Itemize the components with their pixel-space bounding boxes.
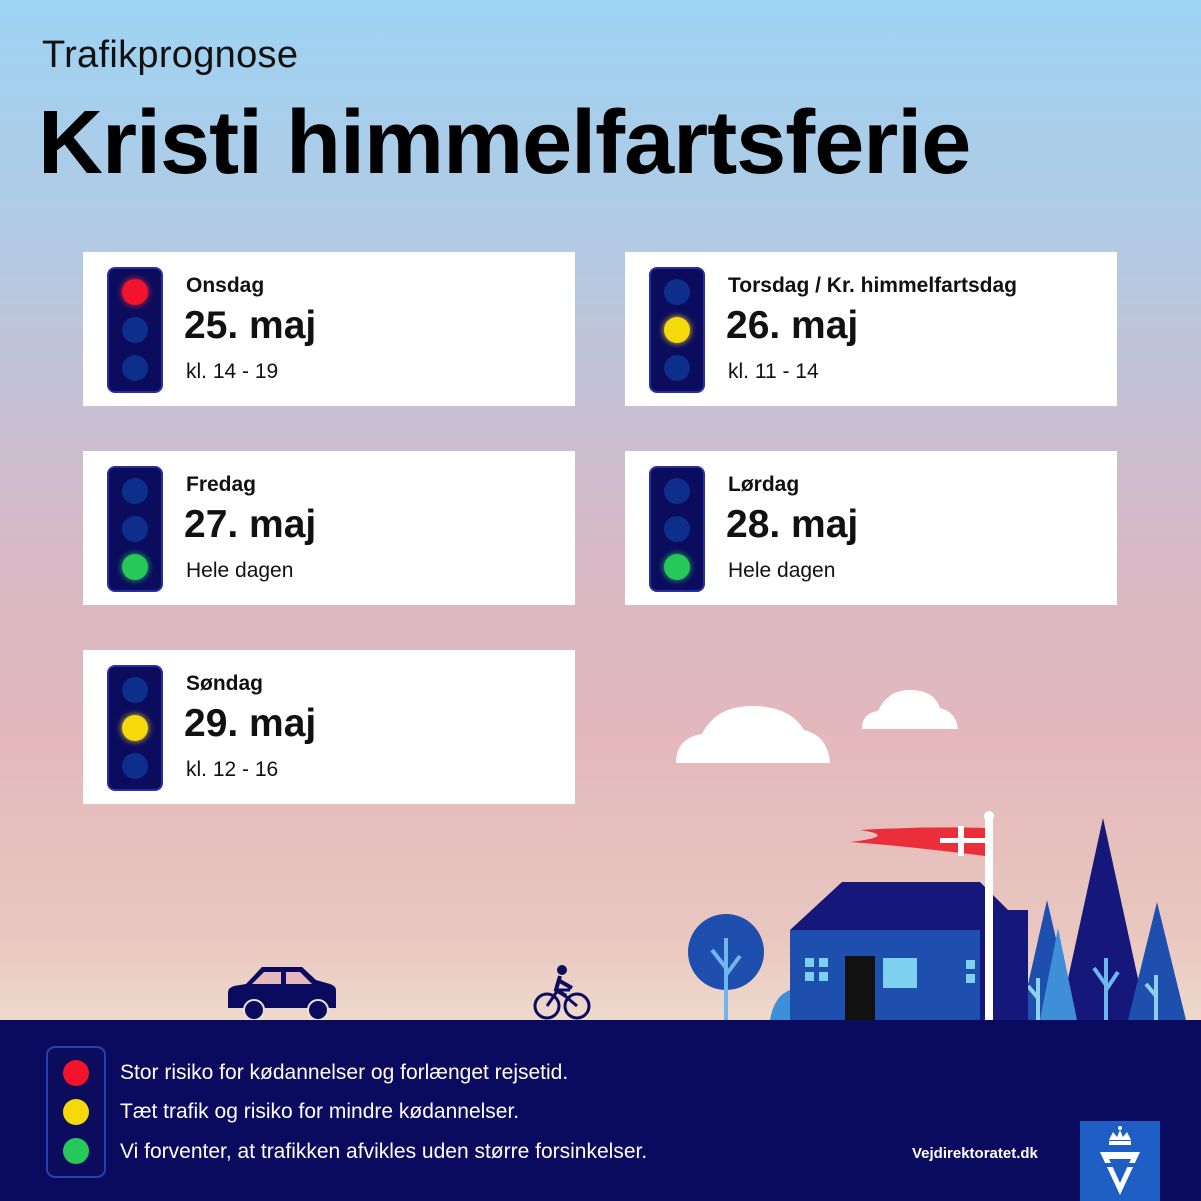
card-day: Søndag xyxy=(186,672,263,695)
website-label: Vejdirektoratet.dk xyxy=(912,1145,1038,1162)
legend-yellow-lamp xyxy=(63,1099,89,1125)
danish-flag-icon xyxy=(850,811,994,1020)
yellow-lamp xyxy=(122,317,148,343)
card-date: 28. maj xyxy=(726,503,859,546)
page-subtitle: Trafikprognose xyxy=(42,34,299,76)
traffic-light-icon xyxy=(649,466,705,592)
traffic-light-icon xyxy=(107,466,163,592)
red-lamp xyxy=(664,478,690,504)
legend-green-text: Vi forventer, at trafikken afvikles uden… xyxy=(120,1140,648,1163)
forecast-card-saturday: Lørdag 28. maj Hele dagen xyxy=(625,451,1117,605)
tree-icon xyxy=(688,914,764,1020)
tree-icon xyxy=(1020,818,1186,1020)
card-time: kl. 11 - 14 xyxy=(728,360,819,383)
card-time: Hele dagen xyxy=(186,559,294,582)
traffic-light-icon xyxy=(107,267,163,393)
green-lamp xyxy=(122,753,148,779)
card-day: Fredag xyxy=(186,473,257,496)
green-lamp xyxy=(664,355,690,381)
page-title: Kristi himmelfartsferie xyxy=(38,93,971,193)
yellow-lamp xyxy=(664,516,690,542)
green-lamp xyxy=(122,554,148,580)
forecast-card-wednesday: Onsdag 25. maj kl. 14 - 19 xyxy=(83,252,575,406)
card-time: kl. 14 - 19 xyxy=(186,360,279,383)
bicycle-icon xyxy=(533,965,591,1020)
card-day: Onsdag xyxy=(186,274,265,297)
card-date: 27. maj xyxy=(184,503,317,546)
crown-logo-icon xyxy=(1080,1121,1160,1201)
cloud-icon xyxy=(862,690,958,729)
forecast-card-thursday: Torsdag / Kr. himmelfartsdag 26. maj kl.… xyxy=(625,252,1117,406)
green-lamp xyxy=(122,355,148,381)
red-lamp xyxy=(122,279,148,305)
forecast-card-friday: Fredag 27. maj Hele dagen xyxy=(83,451,575,605)
card-date: 29. maj xyxy=(184,702,317,745)
traffic-light-icon xyxy=(107,665,163,791)
card-date: 26. maj xyxy=(726,304,859,347)
car-icon xyxy=(228,967,336,1021)
yellow-lamp xyxy=(122,516,148,542)
red-lamp xyxy=(664,279,690,305)
red-lamp xyxy=(122,478,148,504)
legend-footer xyxy=(0,1020,1201,1201)
card-date: 25. maj xyxy=(184,304,317,347)
legend-traffic-light-icon xyxy=(46,1046,106,1178)
yellow-lamp xyxy=(122,715,148,741)
traffic-light-icon xyxy=(649,267,705,393)
forecast-card-sunday: Søndag 29. maj kl. 12 - 16 xyxy=(83,650,575,804)
legend-red-lamp xyxy=(63,1060,89,1086)
legend-green-lamp xyxy=(63,1138,89,1164)
card-day: Torsdag / Kr. himmelfartsdag xyxy=(728,274,1018,297)
green-lamp xyxy=(664,554,690,580)
red-lamp xyxy=(122,677,148,703)
yellow-lamp xyxy=(664,317,690,343)
card-time: kl. 12 - 16 xyxy=(186,758,279,781)
card-time: Hele dagen xyxy=(728,559,836,582)
legend-red-text: Stor risiko for kødannelser og forlænget… xyxy=(120,1061,569,1084)
card-day: Lørdag xyxy=(728,473,800,496)
legend-yellow-text: Tæt trafik og risiko for mindre kødannel… xyxy=(120,1100,520,1123)
cloud-icon xyxy=(676,706,830,763)
